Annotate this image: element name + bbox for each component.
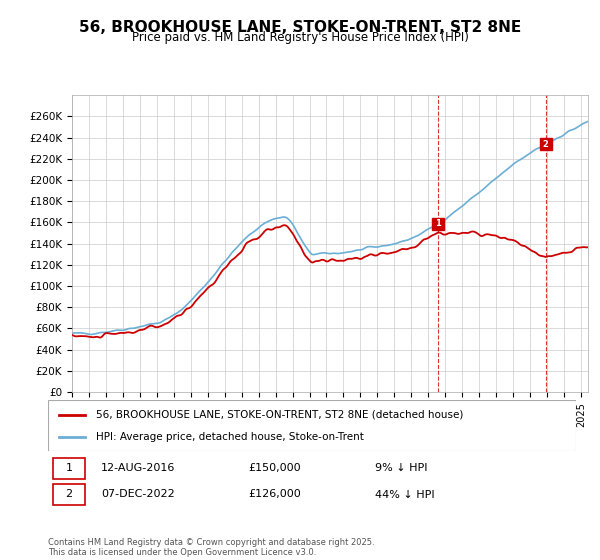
Text: 07-DEC-2022: 07-DEC-2022 bbox=[101, 489, 175, 500]
FancyBboxPatch shape bbox=[48, 400, 576, 451]
FancyBboxPatch shape bbox=[53, 458, 85, 479]
Text: 2: 2 bbox=[65, 489, 73, 500]
Text: 12-AUG-2016: 12-AUG-2016 bbox=[101, 463, 175, 473]
Text: £150,000: £150,000 bbox=[248, 463, 301, 473]
Text: 44% ↓ HPI: 44% ↓ HPI bbox=[376, 489, 435, 500]
FancyBboxPatch shape bbox=[53, 484, 85, 505]
Text: HPI: Average price, detached house, Stoke-on-Trent: HPI: Average price, detached house, Stok… bbox=[95, 432, 364, 442]
Text: 56, BROOKHOUSE LANE, STOKE-ON-TRENT, ST2 8NE (detached house): 56, BROOKHOUSE LANE, STOKE-ON-TRENT, ST2… bbox=[95, 409, 463, 419]
Text: £126,000: £126,000 bbox=[248, 489, 301, 500]
Text: 9% ↓ HPI: 9% ↓ HPI bbox=[376, 463, 428, 473]
Text: 56, BROOKHOUSE LANE, STOKE-ON-TRENT, ST2 8NE: 56, BROOKHOUSE LANE, STOKE-ON-TRENT, ST2… bbox=[79, 20, 521, 35]
Text: Price paid vs. HM Land Registry's House Price Index (HPI): Price paid vs. HM Land Registry's House … bbox=[131, 31, 469, 44]
Text: 1: 1 bbox=[435, 220, 441, 228]
Text: 1: 1 bbox=[65, 463, 73, 473]
Text: Contains HM Land Registry data © Crown copyright and database right 2025.
This d: Contains HM Land Registry data © Crown c… bbox=[48, 538, 374, 557]
Text: 2: 2 bbox=[542, 140, 548, 149]
